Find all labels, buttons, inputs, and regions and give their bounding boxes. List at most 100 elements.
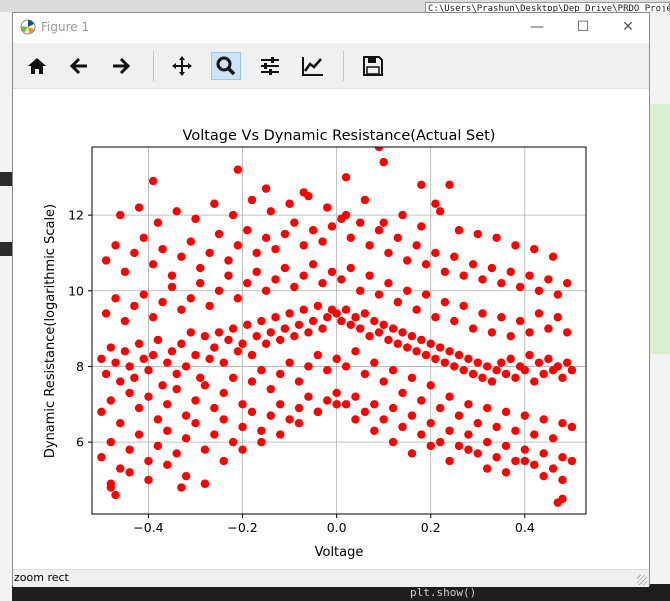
data-point bbox=[120, 267, 130, 277]
data-point bbox=[539, 369, 548, 379]
x-tick-label: 0.0 bbox=[327, 520, 347, 535]
save-button[interactable] bbox=[358, 52, 388, 80]
data-point bbox=[515, 316, 525, 326]
data-point bbox=[492, 422, 501, 432]
data-point bbox=[454, 411, 464, 420]
data-point bbox=[468, 369, 478, 379]
data-point bbox=[450, 252, 459, 261]
data-point bbox=[247, 407, 257, 417]
data-point bbox=[398, 388, 407, 398]
data-point bbox=[290, 218, 299, 227]
data-point bbox=[228, 437, 238, 447]
home-button[interactable] bbox=[22, 52, 52, 80]
data-point bbox=[196, 279, 205, 288]
data-point bbox=[323, 366, 332, 375]
data-point bbox=[534, 286, 544, 295]
y-tick-label: 8 bbox=[76, 359, 84, 374]
data-point bbox=[243, 226, 252, 235]
data-point bbox=[365, 271, 374, 280]
data-point bbox=[186, 294, 195, 303]
data-point bbox=[407, 373, 417, 382]
data-point bbox=[525, 350, 534, 360]
data-point bbox=[487, 263, 497, 273]
data-point bbox=[214, 286, 224, 295]
data-point bbox=[285, 199, 294, 208]
data-point bbox=[101, 369, 111, 379]
data-point bbox=[228, 210, 238, 220]
data-point bbox=[266, 328, 275, 337]
data-point bbox=[440, 358, 450, 367]
title-bar[interactable]: Figure 1 — ☐ ✕ bbox=[13, 13, 649, 43]
data-point bbox=[388, 403, 398, 413]
data-point bbox=[421, 260, 431, 269]
data-point bbox=[515, 282, 525, 292]
data-point bbox=[544, 354, 553, 364]
data-point bbox=[341, 173, 351, 182]
data-point bbox=[393, 233, 403, 243]
back-button[interactable] bbox=[64, 52, 94, 80]
data-point bbox=[511, 456, 520, 466]
data-point bbox=[97, 453, 106, 462]
data-point bbox=[144, 475, 153, 485]
data-point bbox=[346, 263, 355, 273]
data-point bbox=[111, 358, 120, 367]
data-point bbox=[473, 229, 482, 239]
data-point bbox=[139, 290, 148, 299]
data-point bbox=[285, 358, 294, 367]
data-point bbox=[520, 445, 530, 454]
data-point bbox=[351, 392, 360, 401]
configure-subplots-button[interactable] bbox=[255, 52, 285, 80]
edit-axis-button[interactable] bbox=[298, 52, 328, 80]
data-point bbox=[332, 309, 341, 318]
data-point bbox=[327, 222, 337, 231]
data-point bbox=[445, 180, 454, 190]
close-button[interactable]: ✕ bbox=[622, 19, 634, 35]
data-point bbox=[355, 218, 365, 227]
data-point bbox=[421, 290, 431, 299]
data-point bbox=[374, 290, 384, 299]
data-point bbox=[304, 392, 313, 401]
data-point bbox=[308, 260, 318, 269]
data-point bbox=[384, 335, 393, 345]
data-point bbox=[210, 199, 219, 208]
data-point bbox=[483, 403, 492, 413]
figure-canvas[interactable]: −0.4 −0.2 0.0 0.2 0.4 6 8 10 12 Voltage Vs Dyna… bbox=[13, 89, 649, 569]
data-point bbox=[233, 294, 243, 303]
arrow-right-icon bbox=[113, 57, 131, 75]
data-point bbox=[257, 437, 266, 447]
data-point bbox=[403, 343, 412, 352]
data-point bbox=[323, 203, 332, 212]
data-point bbox=[459, 301, 468, 311]
background-right-panel bbox=[650, 12, 670, 601]
data-point bbox=[534, 309, 544, 318]
data-point bbox=[106, 483, 116, 492]
scatter-chart[interactable]: −0.4 −0.2 0.0 0.2 0.4 6 8 10 12 Voltage Vs Dyna… bbox=[13, 89, 649, 569]
data-point bbox=[196, 263, 205, 273]
background-left-panel bbox=[0, 12, 12, 601]
pan-button[interactable] bbox=[167, 52, 197, 80]
data-point bbox=[379, 377, 388, 386]
maximize-button[interactable]: ☐ bbox=[576, 19, 590, 35]
zoom-button[interactable] bbox=[211, 52, 241, 80]
x-tick-label: 0.4 bbox=[515, 520, 535, 535]
forward-button[interactable] bbox=[106, 52, 136, 80]
data-point bbox=[511, 373, 520, 382]
minimize-button[interactable]: — bbox=[530, 19, 544, 35]
data-point bbox=[511, 241, 520, 250]
data-point bbox=[506, 267, 515, 277]
data-point bbox=[172, 384, 181, 394]
background-strip bbox=[0, 172, 12, 186]
data-point bbox=[440, 267, 450, 277]
data-point bbox=[450, 362, 459, 371]
data-point bbox=[266, 384, 275, 394]
data-point bbox=[261, 184, 271, 193]
data-point bbox=[101, 309, 111, 318]
data-point bbox=[417, 222, 426, 231]
data-point bbox=[478, 309, 487, 318]
arrow-left-icon bbox=[69, 57, 87, 75]
data-point bbox=[130, 373, 139, 382]
data-point bbox=[163, 358, 172, 367]
data-point bbox=[417, 335, 426, 345]
resize-grip[interactable] bbox=[637, 575, 647, 585]
data-point bbox=[388, 437, 398, 447]
